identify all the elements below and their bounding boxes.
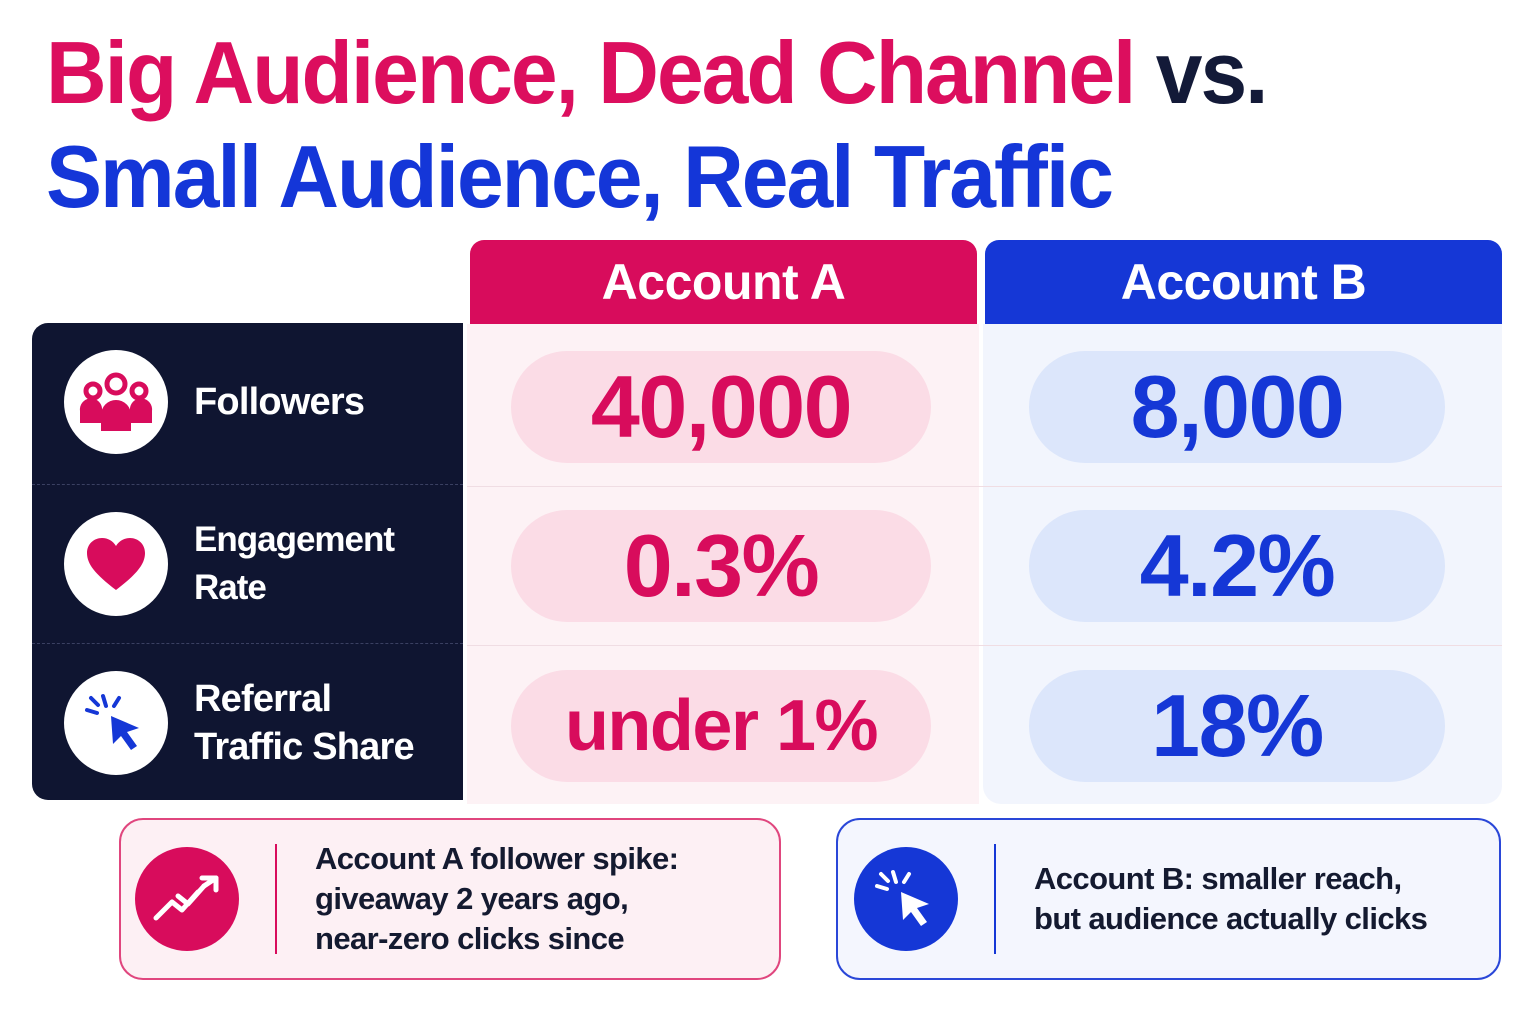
note-divider: [275, 844, 277, 954]
title-vs: vs.: [1155, 23, 1269, 122]
note-account-b: Account B: smaller reach, but audience a…: [836, 818, 1501, 980]
cursor-click-icon: [854, 847, 958, 951]
value-engagement-account-a: 0.3%: [511, 510, 931, 622]
heart-icon: [64, 511, 168, 616]
page-title: Big Audience, Dead Channel vs. Small Aud…: [46, 18, 1506, 226]
row-separator: [467, 486, 1502, 487]
trending-up-icon: [135, 847, 239, 951]
label-engagement-rate: Engagement Rate: [194, 519, 395, 607]
cursor-click-icon: [64, 670, 168, 775]
label-row-engagement: Engagement Rate: [32, 484, 463, 642]
note-text-account-b: Account B: smaller reach, but audience a…: [1034, 859, 1428, 939]
note-a-line3: near-zero clicks since: [315, 921, 625, 956]
value-followers-account-a: 40,000: [511, 351, 931, 463]
label-referral-traffic-share: Referral Traffic Share: [194, 675, 415, 771]
value-engagement-account-b: 4.2%: [1029, 510, 1445, 622]
label-followers: Followers: [194, 381, 365, 423]
metric-labels-panel: Followers Engagement Rate Ref: [32, 323, 463, 800]
value-followers-account-b: 8,000: [1029, 351, 1445, 463]
title-pink-part: Big Audience, Dead Channel: [46, 23, 1136, 122]
column-header-account-a: Account A: [470, 240, 977, 324]
users-icon: [64, 350, 168, 454]
title-line-1: Big Audience, Dead Channel vs.: [46, 18, 1506, 127]
label-row-referral: Referral Traffic Share: [32, 643, 463, 801]
note-a-line1: Account A follower spike:: [315, 841, 679, 876]
value-referral-account-a: under 1%: [511, 670, 931, 782]
label-referral-line2: Traffic Share: [194, 725, 415, 768]
title-line-2: Small Audience, Real Traffic: [46, 127, 1114, 226]
note-a-line2: giveaway 2 years ago,: [315, 881, 629, 916]
note-text-account-a: Account A follower spike: giveaway 2 yea…: [315, 839, 679, 959]
row-separator: [467, 645, 1502, 646]
value-referral-account-b: 18%: [1029, 670, 1445, 782]
note-b-line1: Account B: smaller reach,: [1034, 861, 1402, 896]
note-divider: [994, 844, 996, 954]
column-header-account-b: Account B: [985, 240, 1502, 324]
label-referral-line1: Referral: [194, 677, 332, 720]
note-b-line2: but audience actually clicks: [1034, 901, 1428, 936]
note-account-a: Account A follower spike: giveaway 2 yea…: [119, 818, 781, 980]
label-row-followers: Followers: [32, 323, 463, 481]
